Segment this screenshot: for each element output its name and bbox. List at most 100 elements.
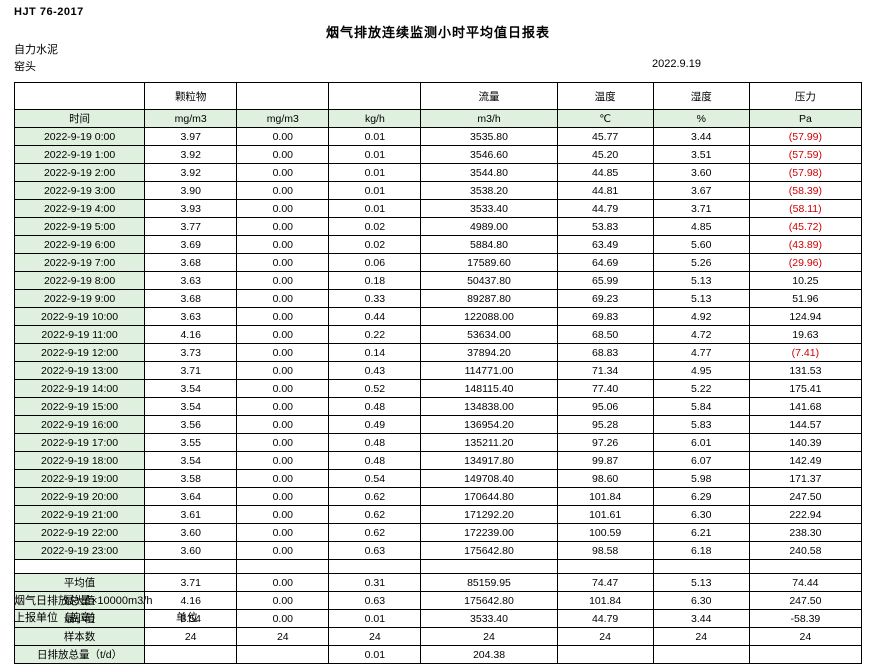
cell-value-6: 144.57 — [748, 415, 863, 434]
header-param-3 — [328, 82, 422, 110]
cell-value-3: 3544.80 — [420, 163, 558, 182]
cell-value-4: 53.83 — [556, 217, 654, 236]
cell-value-6: 222.94 — [748, 505, 863, 524]
cell-time: 2022-9-19 1:00 — [13, 145, 146, 164]
summary-value-1: 24 — [236, 627, 330, 646]
cell-value-5: 3.51 — [652, 145, 750, 164]
cell-value-6: 142.49 — [748, 451, 863, 470]
spacer-cell — [236, 559, 330, 574]
cell-value-3: 3546.60 — [420, 145, 558, 164]
cell-value-5: 5.13 — [652, 289, 750, 308]
cell-value-2: 0.18 — [328, 271, 422, 290]
cell-value-3: 134917.80 — [420, 451, 558, 470]
cell-value-6: (7.41) — [748, 343, 863, 362]
cell-value-0: 4.16 — [144, 325, 238, 344]
header-unit-5: ℃ — [556, 109, 654, 128]
standard-code: HJT 76-2017 — [14, 6, 84, 18]
report-date: 2022.9.19 — [652, 58, 701, 70]
table-row: 2022-9-19 6:00 3.69 0.00 0.02 5884.80 63.49 5.… — [13, 235, 863, 254]
cell-value-0: 3.93 — [144, 199, 238, 218]
header-unit-0: 时间 — [13, 109, 146, 128]
summary-row: 平均值 3.71 0.00 0.31 85159.95 74.47 5.13 74.44 — [13, 573, 863, 592]
summary-value-6: 247.50 — [748, 591, 863, 610]
cell-time: 2022-9-19 13:00 — [13, 361, 146, 380]
cell-value-0: 3.60 — [144, 541, 238, 560]
table-row: 2022-9-19 11:00 4.16 0.00 0.22 53634.00 68.50… — [13, 325, 863, 344]
cell-value-3: 53634.00 — [420, 325, 558, 344]
header-unit-6: % — [652, 109, 750, 128]
cell-value-5: 5.84 — [652, 397, 750, 416]
cell-value-6: 19.63 — [748, 325, 863, 344]
table-row: 2022-9-19 19:00 3.58 0.00 0.54 149708.40 98.6… — [13, 469, 863, 488]
header-param-1: 颗粒物 — [144, 82, 238, 110]
report-page: HJT 76-2017 烟气排放连续监测小时平均值日报表 自力水泥 窑头 202… — [13, 6, 863, 664]
cell-value-0: 3.97 — [144, 127, 238, 146]
summary-label: 样本数 — [13, 627, 146, 646]
cell-value-5: 6.30 — [652, 505, 750, 524]
cell-value-4: 101.61 — [556, 505, 654, 524]
total-label: 日排放总量（t/d） — [13, 645, 146, 664]
cell-value-3: 171292.20 — [420, 505, 558, 524]
cell-value-2: 0.54 — [328, 469, 422, 488]
cell-value-5: 6.18 — [652, 541, 750, 560]
cell-value-5: 4.77 — [652, 343, 750, 362]
cell-value-1: 0.00 — [236, 307, 330, 326]
cell-value-1: 0.00 — [236, 163, 330, 182]
cell-value-1: 0.00 — [236, 235, 330, 254]
cell-value-2: 0.62 — [328, 505, 422, 524]
cell-value-2: 0.22 — [328, 325, 422, 344]
cell-value-5: 6.29 — [652, 487, 750, 506]
cell-value-0: 3.68 — [144, 289, 238, 308]
cell-value-3: 89287.80 — [420, 289, 558, 308]
cell-value-5: 6.01 — [652, 433, 750, 452]
cell-value-4: 100.59 — [556, 523, 654, 542]
footer-unit-label: 单位 — [176, 612, 198, 624]
cell-value-6: (43.89) — [748, 235, 863, 254]
cell-value-6: (58.39) — [748, 181, 863, 200]
cell-value-6: 175.41 — [748, 379, 863, 398]
cell-value-6: 240.58 — [748, 541, 863, 560]
cell-value-3: 3538.20 — [420, 181, 558, 200]
cell-value-1: 0.00 — [236, 289, 330, 308]
cell-value-6: (58.11) — [748, 199, 863, 218]
cell-value-3: 122088.00 — [420, 307, 558, 326]
cell-time: 2022-9-19 6:00 — [13, 235, 146, 254]
table-row: 2022-9-19 18:00 3.54 0.00 0.48 134917.80 99.8… — [13, 451, 863, 470]
summary-value-6: 74.44 — [748, 573, 863, 592]
cell-value-0: 3.60 — [144, 523, 238, 542]
cell-time: 2022-9-19 18:00 — [13, 451, 146, 470]
cell-value-6: (29.96) — [748, 253, 863, 272]
spacer-cell — [13, 559, 146, 574]
cell-value-0: 3.73 — [144, 343, 238, 362]
table-row: 2022-9-19 2:00 3.92 0.00 0.01 3544.80 44.85 3.… — [13, 163, 863, 182]
cell-value-0: 3.63 — [144, 307, 238, 326]
cell-value-5: 3.71 — [652, 199, 750, 218]
summary-value-3: 85159.95 — [420, 573, 558, 592]
cell-value-3: 3535.80 — [420, 127, 558, 146]
cell-value-3: 3533.40 — [420, 199, 558, 218]
cell-value-3: 170644.80 — [420, 487, 558, 506]
cell-value-2: 0.48 — [328, 397, 422, 416]
summary-value-5: 5.13 — [652, 573, 750, 592]
header-param-4: 流量 — [420, 82, 558, 110]
cell-value-4: 101.84 — [556, 487, 654, 506]
cell-value-2: 0.01 — [328, 127, 422, 146]
cell-value-5: 4.95 — [652, 361, 750, 380]
table-header-params: 颗粒物 流量 温度 湿度 压力 — [13, 82, 863, 110]
cell-value-3: 5884.80 — [420, 235, 558, 254]
cell-value-4: 44.79 — [556, 199, 654, 218]
cell-value-1: 0.00 — [236, 415, 330, 434]
summary-value-3: 3533.40 — [420, 609, 558, 628]
table-row: 2022-9-19 23:00 3.60 0.00 0.63 175642.80 98.5… — [13, 541, 863, 560]
cell-time: 2022-9-19 4:00 — [13, 199, 146, 218]
header-unit-7: Pa — [748, 109, 863, 128]
cell-value-1: 0.00 — [236, 505, 330, 524]
cell-value-4: 98.58 — [556, 541, 654, 560]
cell-value-1: 0.00 — [236, 199, 330, 218]
cell-value-0: 3.56 — [144, 415, 238, 434]
cell-value-2: 0.14 — [328, 343, 422, 362]
table-row: 2022-9-19 10:00 3.63 0.00 0.44 122088.00 69.8… — [13, 307, 863, 326]
cell-value-0: 3.71 — [144, 361, 238, 380]
cell-value-5: 3.44 — [652, 127, 750, 146]
header-param-7: 压力 — [748, 82, 863, 110]
